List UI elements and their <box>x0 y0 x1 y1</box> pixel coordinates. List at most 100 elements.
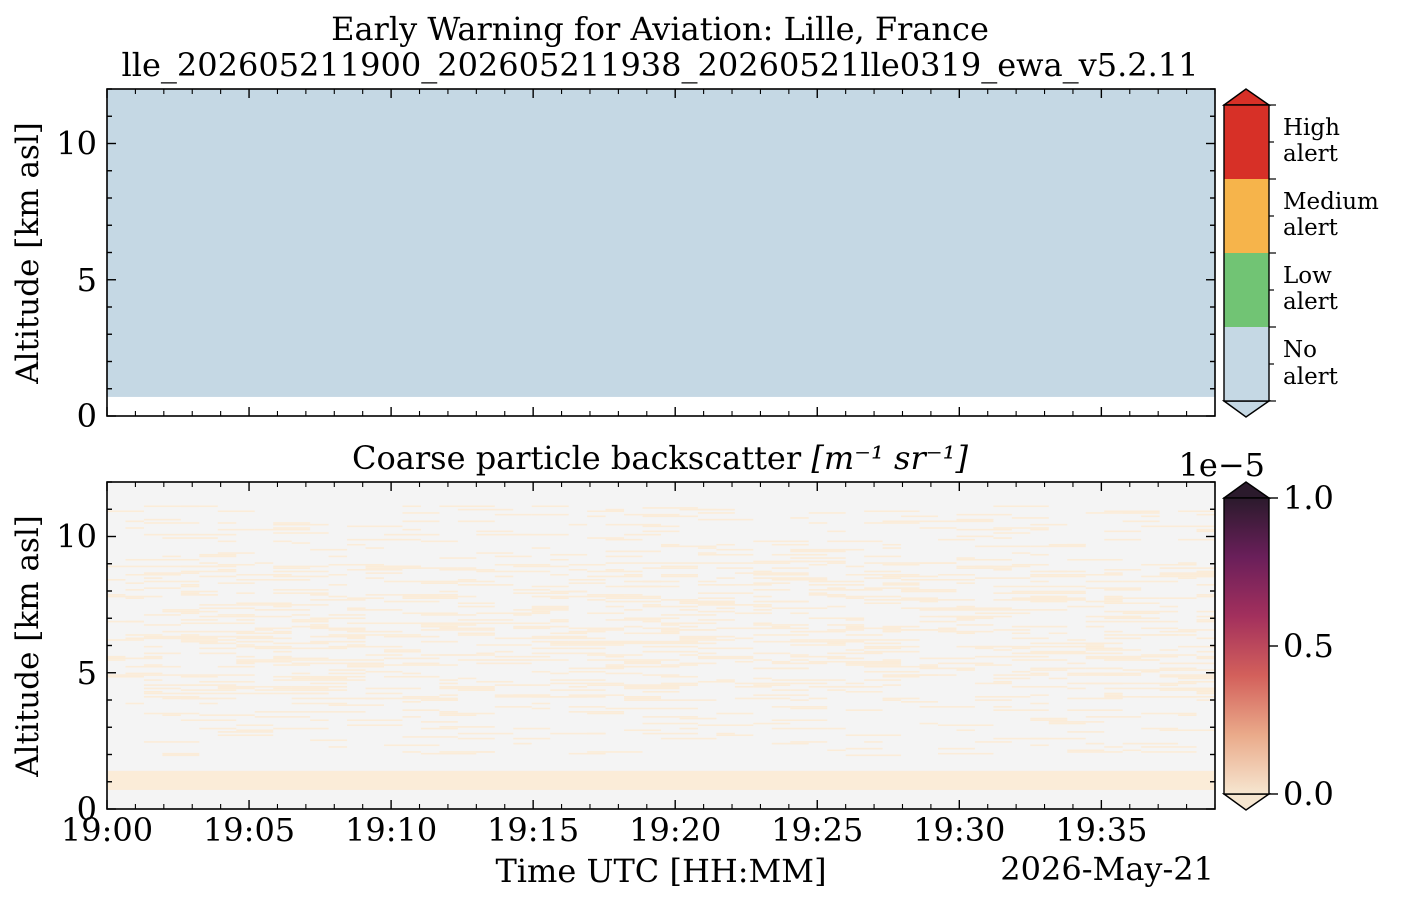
backscatter-cell <box>125 597 144 599</box>
backscatter-cell <box>919 527 957 529</box>
backscatter-cell <box>384 744 440 747</box>
backscatter-cell <box>513 565 569 568</box>
backscatter-cell <box>199 575 237 578</box>
backscatter-cell <box>310 617 366 620</box>
backscatter-cell <box>384 630 403 633</box>
backscatter-cell <box>845 649 865 651</box>
backscatter-cell <box>328 659 348 661</box>
backscatter-cell <box>550 620 569 623</box>
backscatter-cell <box>827 749 846 752</box>
backscatter-cell <box>494 513 532 516</box>
backscatter-cell <box>1104 630 1123 633</box>
backscatter-cell <box>236 724 274 727</box>
backscatter-cell <box>365 577 384 579</box>
backscatter-cell <box>1159 655 1179 658</box>
backscatter-cell <box>993 677 1031 680</box>
backscatter-cell <box>180 697 200 700</box>
backscatter-cell <box>550 689 606 691</box>
backscatter-cell <box>1030 744 1049 747</box>
backscatter-cell <box>956 667 975 670</box>
alert-label-high-2: alert <box>1283 141 1339 167</box>
backscatter-cell <box>624 684 680 686</box>
backscatter-cell <box>993 649 1012 651</box>
backscatter-cell <box>845 747 883 750</box>
backscatter-cell <box>420 629 477 631</box>
backscatter-cell <box>199 594 218 596</box>
backscatter-cell <box>808 639 828 641</box>
backscatter-cell <box>642 732 698 735</box>
backscatter-cell <box>568 595 606 598</box>
backscatter-cell <box>494 563 551 566</box>
backscatter-cell <box>1030 702 1049 705</box>
backscatter-cell <box>365 567 421 569</box>
backscatter-cell <box>1048 590 1086 593</box>
backscatter-cell <box>1141 563 1197 566</box>
backscatter-cell <box>347 664 403 666</box>
backscatter-title-units: [m⁻¹ sr⁻¹] <box>811 439 968 477</box>
backscatter-cell <box>439 699 458 701</box>
backscatter-cell <box>993 558 1012 561</box>
backscatter-cell <box>457 605 495 608</box>
backscatter-cell <box>734 682 791 685</box>
backscatter-cell <box>827 689 846 691</box>
backscatter-cell <box>901 589 957 591</box>
backscatter-cell <box>1196 567 1215 569</box>
backscatter-cell <box>347 645 403 648</box>
backscatter-cell <box>771 660 791 663</box>
backscatter-cell <box>143 696 163 698</box>
backscatter-cell <box>439 568 495 571</box>
backscatter-title-prefix: Coarse particle backscatter <box>352 439 811 477</box>
backscatter-cell <box>882 543 902 546</box>
backscatter-cell <box>217 692 274 695</box>
backscatter-cell <box>624 513 680 516</box>
backscatter-cell <box>402 696 440 698</box>
y-tick-label: 0 <box>77 790 97 828</box>
backscatter-cell <box>753 595 772 598</box>
backscatter-cell <box>1067 731 1105 733</box>
backscatter-cell <box>531 670 551 673</box>
backscatter-cell <box>1067 687 1086 690</box>
backscatter-cell <box>734 660 754 663</box>
backscatter-cell <box>697 508 717 511</box>
backscatter-cell <box>956 513 994 516</box>
backscatter-cell <box>661 630 680 633</box>
backscatter-cell <box>125 702 144 705</box>
backscatter-cell <box>642 530 680 533</box>
backscatter-cell <box>605 562 661 564</box>
backscatter-cell <box>1159 662 1197 665</box>
backscatter-cell <box>845 627 902 630</box>
backscatter-cell <box>845 625 865 628</box>
backscatter-cell <box>808 592 828 594</box>
backscatter-cell <box>1104 597 1160 599</box>
backscatter-cell <box>974 664 1012 666</box>
backscatter-cell <box>605 605 625 608</box>
backscatter-cell <box>661 664 698 666</box>
backscatter-cell <box>365 692 403 695</box>
backscatter-cell <box>845 734 902 737</box>
backscatter-cell <box>291 625 329 628</box>
backscatter-cell <box>827 540 883 543</box>
backscatter-cell <box>402 672 421 675</box>
backscatter-cell <box>974 612 1031 615</box>
backscatter-cell <box>1030 600 1068 603</box>
backscatter-cell <box>1122 610 1179 613</box>
backscatter-cell <box>291 697 311 700</box>
backscatter-cell <box>125 589 144 591</box>
backscatter-cell <box>254 528 311 531</box>
backscatter-cell <box>1030 595 1068 598</box>
backscatter-cell <box>956 669 975 671</box>
backscatter-cell <box>956 615 1012 618</box>
backscatter-cell <box>273 650 292 653</box>
backscatter-cell <box>310 697 329 700</box>
backscatter-cell <box>1030 585 1086 588</box>
backscatter-cell <box>642 659 680 661</box>
backscatter-cell <box>162 696 200 698</box>
backscatter-cell <box>199 714 255 716</box>
backscatter-colorbar-gradient <box>1223 497 1270 795</box>
backscatter-cell <box>1085 716 1142 718</box>
backscatter-cell <box>236 592 255 594</box>
backscatter-panel: Coarse particle backscatter [m⁻¹ sr⁻¹] 0… <box>10 439 1216 849</box>
backscatter-cell <box>1085 647 1123 650</box>
backscatter-cell <box>1196 530 1215 533</box>
backscatter-cell <box>180 565 237 568</box>
